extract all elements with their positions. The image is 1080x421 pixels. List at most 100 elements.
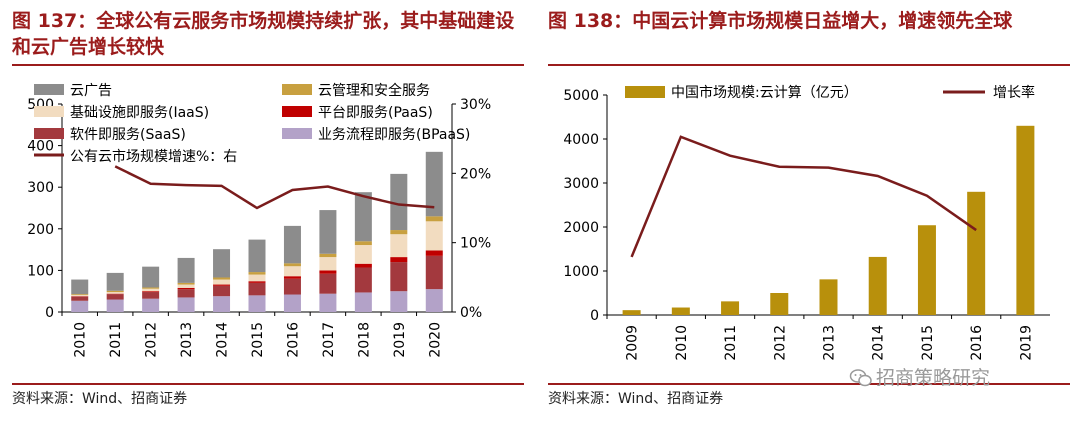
- x-tick-label: 2019: [1018, 325, 1034, 361]
- bar-segment: [319, 270, 337, 274]
- source-divider-left: [12, 383, 524, 385]
- legend-label: 平台即服务(PaaS): [318, 105, 433, 121]
- bar: [917, 225, 936, 315]
- x-tick-label: 2013: [822, 325, 838, 361]
- bar-segment: [425, 151, 443, 217]
- bar-segment: [425, 216, 443, 222]
- wechat-icon: [849, 369, 872, 387]
- bar-segment: [390, 291, 408, 312]
- x-tick-label: 2011: [723, 325, 739, 361]
- bar-segment: [319, 257, 337, 271]
- bar-segment: [354, 245, 372, 264]
- x-tick-label: 2010: [73, 322, 89, 358]
- bar-segment: [319, 293, 337, 312]
- legend-label: 业务流程即服务(BPaaS): [318, 127, 470, 143]
- bar-segment: [71, 279, 89, 295]
- bar-segment: [213, 285, 231, 297]
- chart-right: 0 1000 2000 3000 4000 5000 2009 2010 2011 2012 201…: [563, 84, 1050, 361]
- bar-segment: [177, 287, 195, 290]
- x-tick-label: 2012: [772, 325, 788, 361]
- title-divider-left: [12, 64, 524, 66]
- bar: [967, 191, 986, 315]
- bar-segment: [390, 234, 408, 258]
- bar-segment: [106, 294, 124, 300]
- bar-segment: [106, 299, 124, 312]
- bar-segment: [425, 221, 443, 251]
- chart-panel-left: 图 137：全球公有云服务市场规模持续扩张，其中基础建设和云广告增长较快 0 10…: [0, 0, 530, 421]
- y2-tick-label: 30%: [460, 97, 491, 113]
- chart-title-left: 图 137：全球公有云服务市场规模持续扩张，其中基础建设和云广告增长较快: [12, 10, 515, 58]
- x-tick-label: 2016: [285, 322, 301, 358]
- legend-label: 中国市场规模:云计算（亿元）: [671, 84, 858, 101]
- bar: [1016, 125, 1035, 315]
- legend-swatch: [34, 84, 64, 95]
- source-divider-right: [548, 383, 1070, 385]
- bar-segment: [354, 263, 372, 268]
- x-tick-label: 2014: [871, 325, 887, 361]
- bar-segment: [177, 297, 195, 312]
- bar-segment: [283, 225, 301, 264]
- x-tick-label: 2009: [625, 325, 641, 361]
- watermark-text: 招商策略研究: [876, 367, 991, 389]
- bar-segment: [177, 282, 195, 285]
- chart-title-right: 图 138：中国云计算市场规模日益增大，增速领先全球: [548, 10, 1013, 32]
- bar: [770, 293, 789, 315]
- bar-segment: [283, 263, 301, 267]
- bar: [868, 256, 887, 315]
- bar-segment: [106, 290, 124, 293]
- y2-tick-label: 0%: [460, 305, 482, 321]
- bar-segment: [106, 272, 124, 291]
- y-tick-label: 4000: [563, 132, 599, 148]
- bar-segment: [248, 239, 266, 273]
- bar-segment: [319, 210, 337, 254]
- legend-swatch: [282, 106, 312, 117]
- x-tick-label: 2014: [215, 322, 231, 358]
- bar-segment: [71, 300, 89, 312]
- bar-segment: [213, 249, 231, 278]
- bar-segment: [177, 257, 195, 283]
- bar-segment: [142, 266, 160, 288]
- bar-segment: [106, 292, 124, 294]
- x-tick-label: 2016: [969, 325, 985, 361]
- bar-segment: [283, 278, 301, 295]
- y-tick-label: 1000: [563, 264, 599, 280]
- y-tick-label: 5000: [563, 88, 599, 104]
- bar: [622, 310, 641, 315]
- bar-segment: [390, 257, 408, 263]
- legend-label: 云管理和安全服务: [318, 82, 430, 99]
- bar-segment: [248, 274, 266, 282]
- y-tick-label: 100: [27, 263, 54, 279]
- growth-line: [630, 135, 977, 258]
- legend-swatch: [282, 128, 312, 139]
- bar-segment: [319, 273, 337, 294]
- chart-panel-right: 图 138：中国云计算市场规模日益增大，增速领先全球 0 1000 2000 3000…: [545, 0, 1080, 421]
- legend-label: 公有云市场规模增速%：右: [70, 148, 237, 165]
- x-tick-label: 2017: [321, 322, 337, 358]
- legend-swatch: [625, 86, 665, 98]
- bar-segment: [142, 298, 160, 312]
- title-divider-right: [548, 64, 1070, 66]
- bar-segment: [213, 279, 231, 285]
- source-left: 资料来源：Wind、招商证券: [12, 391, 188, 407]
- bar-segment: [354, 241, 372, 246]
- x-tick-label: 2013: [179, 322, 195, 358]
- bar-segment: [354, 267, 372, 293]
- watermark: 招商策略研究: [849, 363, 991, 390]
- bar-segment: [319, 253, 337, 258]
- bar-segment: [354, 192, 372, 242]
- bar-segment: [248, 272, 266, 275]
- legend-swatch: [34, 106, 64, 117]
- x-tick-label: 2015: [920, 325, 936, 361]
- bar: [671, 307, 690, 315]
- bar-segment: [213, 277, 231, 280]
- x-tick-label: 2019: [392, 322, 408, 358]
- legend-label: 云广告: [70, 83, 112, 99]
- bar-segment: [425, 289, 443, 312]
- y-tick-label: 2000: [563, 220, 599, 236]
- y2-tick-label: 10%: [460, 236, 491, 252]
- x-tick-label: 2018: [356, 322, 372, 358]
- legend-label: 增长率: [993, 84, 1035, 101]
- bar-segment: [71, 294, 89, 297]
- bar-segment: [177, 284, 195, 288]
- bar-segment: [425, 255, 443, 290]
